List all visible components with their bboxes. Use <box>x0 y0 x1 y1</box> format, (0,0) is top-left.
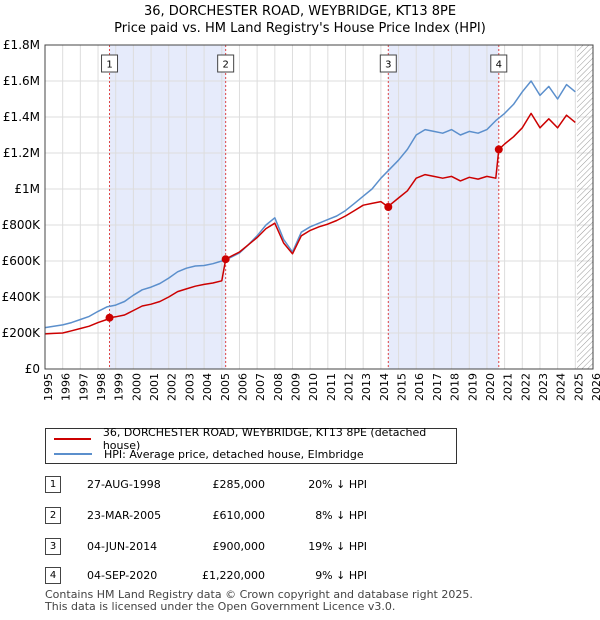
table-row: 2 23-MAR-2005 £610,000 8% ↓ HPI <box>45 507 385 525</box>
sale-price: £900,000 <box>212 540 266 553</box>
sale-badge: 2 <box>217 54 235 73</box>
sale-price: £610,000 <box>212 509 266 522</box>
footer-attribution: Contains HM Land Registry data © Crown c… <box>45 589 473 613</box>
x-tick-label: 2013 <box>360 373 373 401</box>
x-tick-label: 2019 <box>466 373 479 401</box>
y-tick-label: £1.4M <box>3 110 40 124</box>
x-tick-label: 2007 <box>254 373 267 401</box>
sale-price: £1,220,000 <box>202 569 265 582</box>
price-chart: 1 2 3 4 1995 1996 1997 1998 1999 2000 2001 2002 200… <box>2 38 600 401</box>
x-tick-label: 2018 <box>449 373 462 401</box>
sale-point <box>494 145 503 154</box>
x-tick-label: 2020 <box>484 373 497 401</box>
legend: 36, DORCHESTER ROAD, WEYBRIDGE, KT13 8PE… <box>45 426 457 464</box>
sale-badge-label: 1 <box>106 60 112 71</box>
x-tick-label: 2008 <box>272 373 285 401</box>
x-tick-label: 2023 <box>537 373 550 401</box>
sale-number-badge: 2 <box>45 507 61 524</box>
sale-date: 04-JUN-2014 <box>87 540 158 553</box>
footer-license: This data is licensed under the Open Gov… <box>45 600 396 613</box>
x-tick-label: 2025 <box>572 373 585 401</box>
x-tick-label: 2024 <box>555 373 568 401</box>
y-tick-label: £0 <box>25 362 40 376</box>
y-tick-label: £400K <box>2 290 42 304</box>
x-tick-label: 2017 <box>431 373 444 401</box>
x-tick-label: 2022 <box>519 373 532 401</box>
plot-frame <box>44 44 594 370</box>
x-tick-label: 2003 <box>183 373 196 401</box>
x-tick-label: 1998 <box>95 373 108 401</box>
sale-point <box>221 255 230 264</box>
sale-badge-box <box>379 54 397 73</box>
x-tick-label: 2021 <box>502 373 515 401</box>
x-tick-label: 2010 <box>307 373 320 401</box>
sale-hpi-diff: 20% ↓ HPI <box>308 478 367 491</box>
x-tick-label: 2026 <box>590 373 600 401</box>
x-tick-label: 2004 <box>201 373 214 401</box>
sale-badge: 3 <box>379 54 397 73</box>
x-tick-label: 2011 <box>325 373 338 401</box>
y-tick-label: £600K <box>2 254 42 268</box>
sale-period-shading <box>109 45 226 369</box>
sale-point <box>105 313 114 322</box>
legend-label-price-paid: 36, DORCHESTER ROAD, WEYBRIDGE, KT13 8PE… <box>102 426 427 452</box>
sale-hpi-diff: 9% ↓ HPI <box>315 569 367 582</box>
table-row: 1 27-AUG-1998 £285,000 20% ↓ HPI <box>45 476 385 494</box>
y-tick-label: £1.6M <box>3 74 40 88</box>
y-tick-label: £800K <box>2 218 42 232</box>
sale-badge-box <box>490 54 508 73</box>
sale-hpi-diff: 8% ↓ HPI <box>315 509 367 522</box>
sale-number-badge: 3 <box>45 538 61 555</box>
y-tick-label: £1.2M <box>3 146 40 160</box>
x-tick-label: 2009 <box>289 373 302 401</box>
sale-date: 04-SEP-2020 <box>87 569 158 582</box>
x-tick-label: 2001 <box>148 373 161 401</box>
sale-date: 23-MAR-2005 <box>87 509 162 522</box>
x-tick-label: 2015 <box>396 373 409 401</box>
x-tick-label: 2002 <box>166 373 179 401</box>
legend-item-hpi: HPI: Average price, detached house, Elmb… <box>54 447 364 461</box>
sale-number-badge: 4 <box>45 567 61 584</box>
x-tick-label: 1996 <box>60 373 73 401</box>
x-tick-label: 2014 <box>378 373 391 401</box>
sale-badge-box <box>101 54 119 73</box>
x-tick-label: 2005 <box>219 373 232 401</box>
sale-badge-label: 2 <box>222 60 228 71</box>
chart-subtitle: Price paid vs. HM Land Registry's House … <box>114 21 486 36</box>
sale-badge-label: 4 <box>496 60 502 71</box>
sale-date: 27-AUG-1998 <box>87 478 161 491</box>
legend-label-hpi: HPI: Average price, detached house, Elmb… <box>104 447 364 461</box>
x-tick-label: 2006 <box>236 373 249 401</box>
hpi-line <box>44 80 576 329</box>
legend-swatch-hpi <box>54 453 92 455</box>
sale-badge-label: 3 <box>385 60 391 71</box>
sale-price: £285,000 <box>212 478 266 491</box>
x-tick-label: 1995 <box>42 373 55 401</box>
sale-hpi-diff: 19% ↓ HPI <box>308 540 367 553</box>
footer-copyright: Contains HM Land Registry data © Crown c… <box>45 588 473 601</box>
x-tick-label: 2016 <box>413 373 426 401</box>
y-tick-label: £200K <box>2 326 42 340</box>
y-tick-label: £1.8M <box>3 38 40 52</box>
sale-point <box>384 203 393 211</box>
future-hatch-region <box>577 45 593 369</box>
x-tick-label: 1997 <box>77 373 90 401</box>
legend-item-price-paid: 36, DORCHESTER ROAD, WEYBRIDGE, KT13 8PE… <box>54 426 456 452</box>
sale-badge: 1 <box>101 54 119 73</box>
table-row: 4 04-SEP-2020 £1,220,000 9% ↓ HPI <box>45 567 385 585</box>
legend-swatch-price-paid <box>54 438 91 440</box>
table-row: 3 04-JUN-2014 £900,000 19% ↓ HPI <box>45 538 385 556</box>
price-paid-line <box>44 112 576 335</box>
sale-badge-box <box>217 54 235 73</box>
sale-number-badge: 1 <box>45 476 61 493</box>
sale-period-shading <box>388 45 499 369</box>
x-tick-label: 2012 <box>343 373 356 401</box>
chart-title: 36, DORCHESTER ROAD, WEYBRIDGE, KT13 8PE <box>143 4 457 19</box>
x-tick-label: 1999 <box>113 373 126 401</box>
sale-badge: 4 <box>490 54 508 73</box>
y-tick-label: £1M <box>14 182 40 196</box>
x-tick-label: 2000 <box>130 373 143 401</box>
